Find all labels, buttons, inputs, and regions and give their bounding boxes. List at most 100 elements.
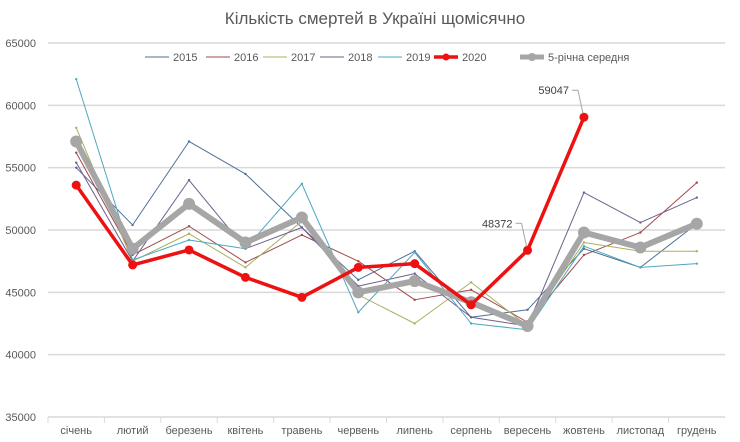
legend-marker — [442, 53, 450, 61]
data-point — [239, 236, 252, 249]
x-tick-label: серпень — [450, 425, 492, 437]
data-point — [695, 262, 698, 265]
data-point — [521, 319, 534, 332]
data-point — [240, 272, 250, 282]
y-tick-label: 60000 — [5, 100, 36, 112]
data-point — [634, 241, 647, 254]
x-tick-label: червень — [337, 425, 379, 437]
data-point — [526, 308, 529, 311]
x-tick-label: липень — [396, 425, 433, 437]
series-line-2018 — [75, 162, 697, 327]
series-line-2020 — [74, 116, 586, 307]
data-point — [128, 260, 138, 270]
y-tick-label: 65000 — [5, 38, 36, 50]
data-point — [639, 231, 642, 234]
series-line-2016 — [75, 152, 698, 323]
data-point — [75, 161, 78, 164]
x-tick-label: грудень — [677, 425, 717, 437]
x-tick-label: вересень — [504, 425, 552, 437]
y-tick-label: 50000 — [5, 225, 36, 237]
annotation-leader — [571, 89, 584, 114]
data-point — [187, 238, 191, 242]
data-point — [75, 77, 78, 81]
data-point — [75, 126, 78, 129]
data-point — [357, 311, 360, 314]
data-point — [582, 241, 586, 244]
legend-label: 2017 — [291, 52, 315, 64]
data-point — [187, 140, 191, 143]
data-point — [244, 266, 247, 269]
legend-label: 2015 — [173, 52, 197, 64]
data-point — [244, 261, 247, 264]
data-point — [695, 196, 698, 199]
data-point — [295, 211, 308, 224]
legend-marker — [528, 53, 536, 61]
data-point — [300, 233, 304, 237]
data-point — [353, 262, 363, 272]
data-point — [184, 245, 194, 255]
series-line-2019 — [75, 79, 697, 331]
data-point — [413, 322, 416, 325]
data-label: 48372 — [482, 218, 513, 230]
legend-label: 2020 — [462, 52, 486, 64]
x-tick-label: травень — [281, 425, 322, 437]
x-tick-label: березень — [165, 425, 212, 437]
y-tick-label: 35000 — [5, 412, 36, 424]
data-point — [469, 322, 473, 325]
data-point — [187, 232, 191, 235]
data-point — [300, 226, 304, 229]
data-point — [75, 166, 78, 169]
data-point — [408, 275, 421, 288]
data-point — [187, 225, 191, 228]
data-point — [413, 298, 416, 302]
x-tick-label: жовтень — [563, 425, 605, 437]
x-tick-label: листопад — [617, 425, 665, 437]
chart-title: Кількість смертей в Україні щомісячно — [225, 9, 525, 28]
data-point — [582, 245, 586, 248]
legend-label: 5-річна середня — [548, 52, 629, 64]
data-point — [413, 251, 416, 254]
data-point — [639, 221, 642, 224]
data-point — [413, 272, 416, 275]
data-point — [126, 242, 139, 255]
data-point — [352, 286, 365, 299]
data-point — [695, 249, 698, 253]
data-label: 59047 — [538, 85, 569, 97]
annotation-leader — [515, 222, 528, 247]
data-point — [357, 278, 360, 282]
data-point — [300, 182, 304, 186]
x-tick-label: квітень — [227, 425, 263, 437]
data-point — [582, 247, 586, 250]
data-point — [357, 259, 360, 263]
series-line-2017 — [75, 127, 697, 327]
x-tick-label: лютий — [117, 425, 149, 437]
data-point — [695, 181, 698, 184]
data-point — [244, 172, 247, 176]
data-point — [183, 197, 196, 210]
data-point — [469, 316, 473, 319]
legend-label: 2018 — [348, 52, 372, 64]
y-tick-label: 55000 — [5, 163, 36, 175]
data-point — [410, 259, 420, 269]
data-point — [297, 292, 307, 302]
y-tick-label: 45000 — [5, 287, 36, 299]
series-line-5-річна середня — [73, 140, 698, 329]
data-point — [71, 180, 81, 190]
data-point — [577, 226, 590, 239]
data-point — [639, 266, 642, 269]
y-tick-label: 40000 — [5, 350, 36, 362]
legend-label: 2019 — [406, 52, 430, 64]
data-point — [523, 245, 533, 255]
data-point — [70, 135, 83, 148]
data-point — [466, 300, 476, 310]
data-point — [582, 253, 586, 257]
data-point — [469, 281, 473, 284]
data-point — [579, 112, 589, 122]
data-point — [469, 288, 473, 292]
data-point — [690, 217, 703, 230]
data-point — [75, 151, 78, 154]
data-point — [187, 178, 191, 182]
data-point — [582, 191, 586, 194]
